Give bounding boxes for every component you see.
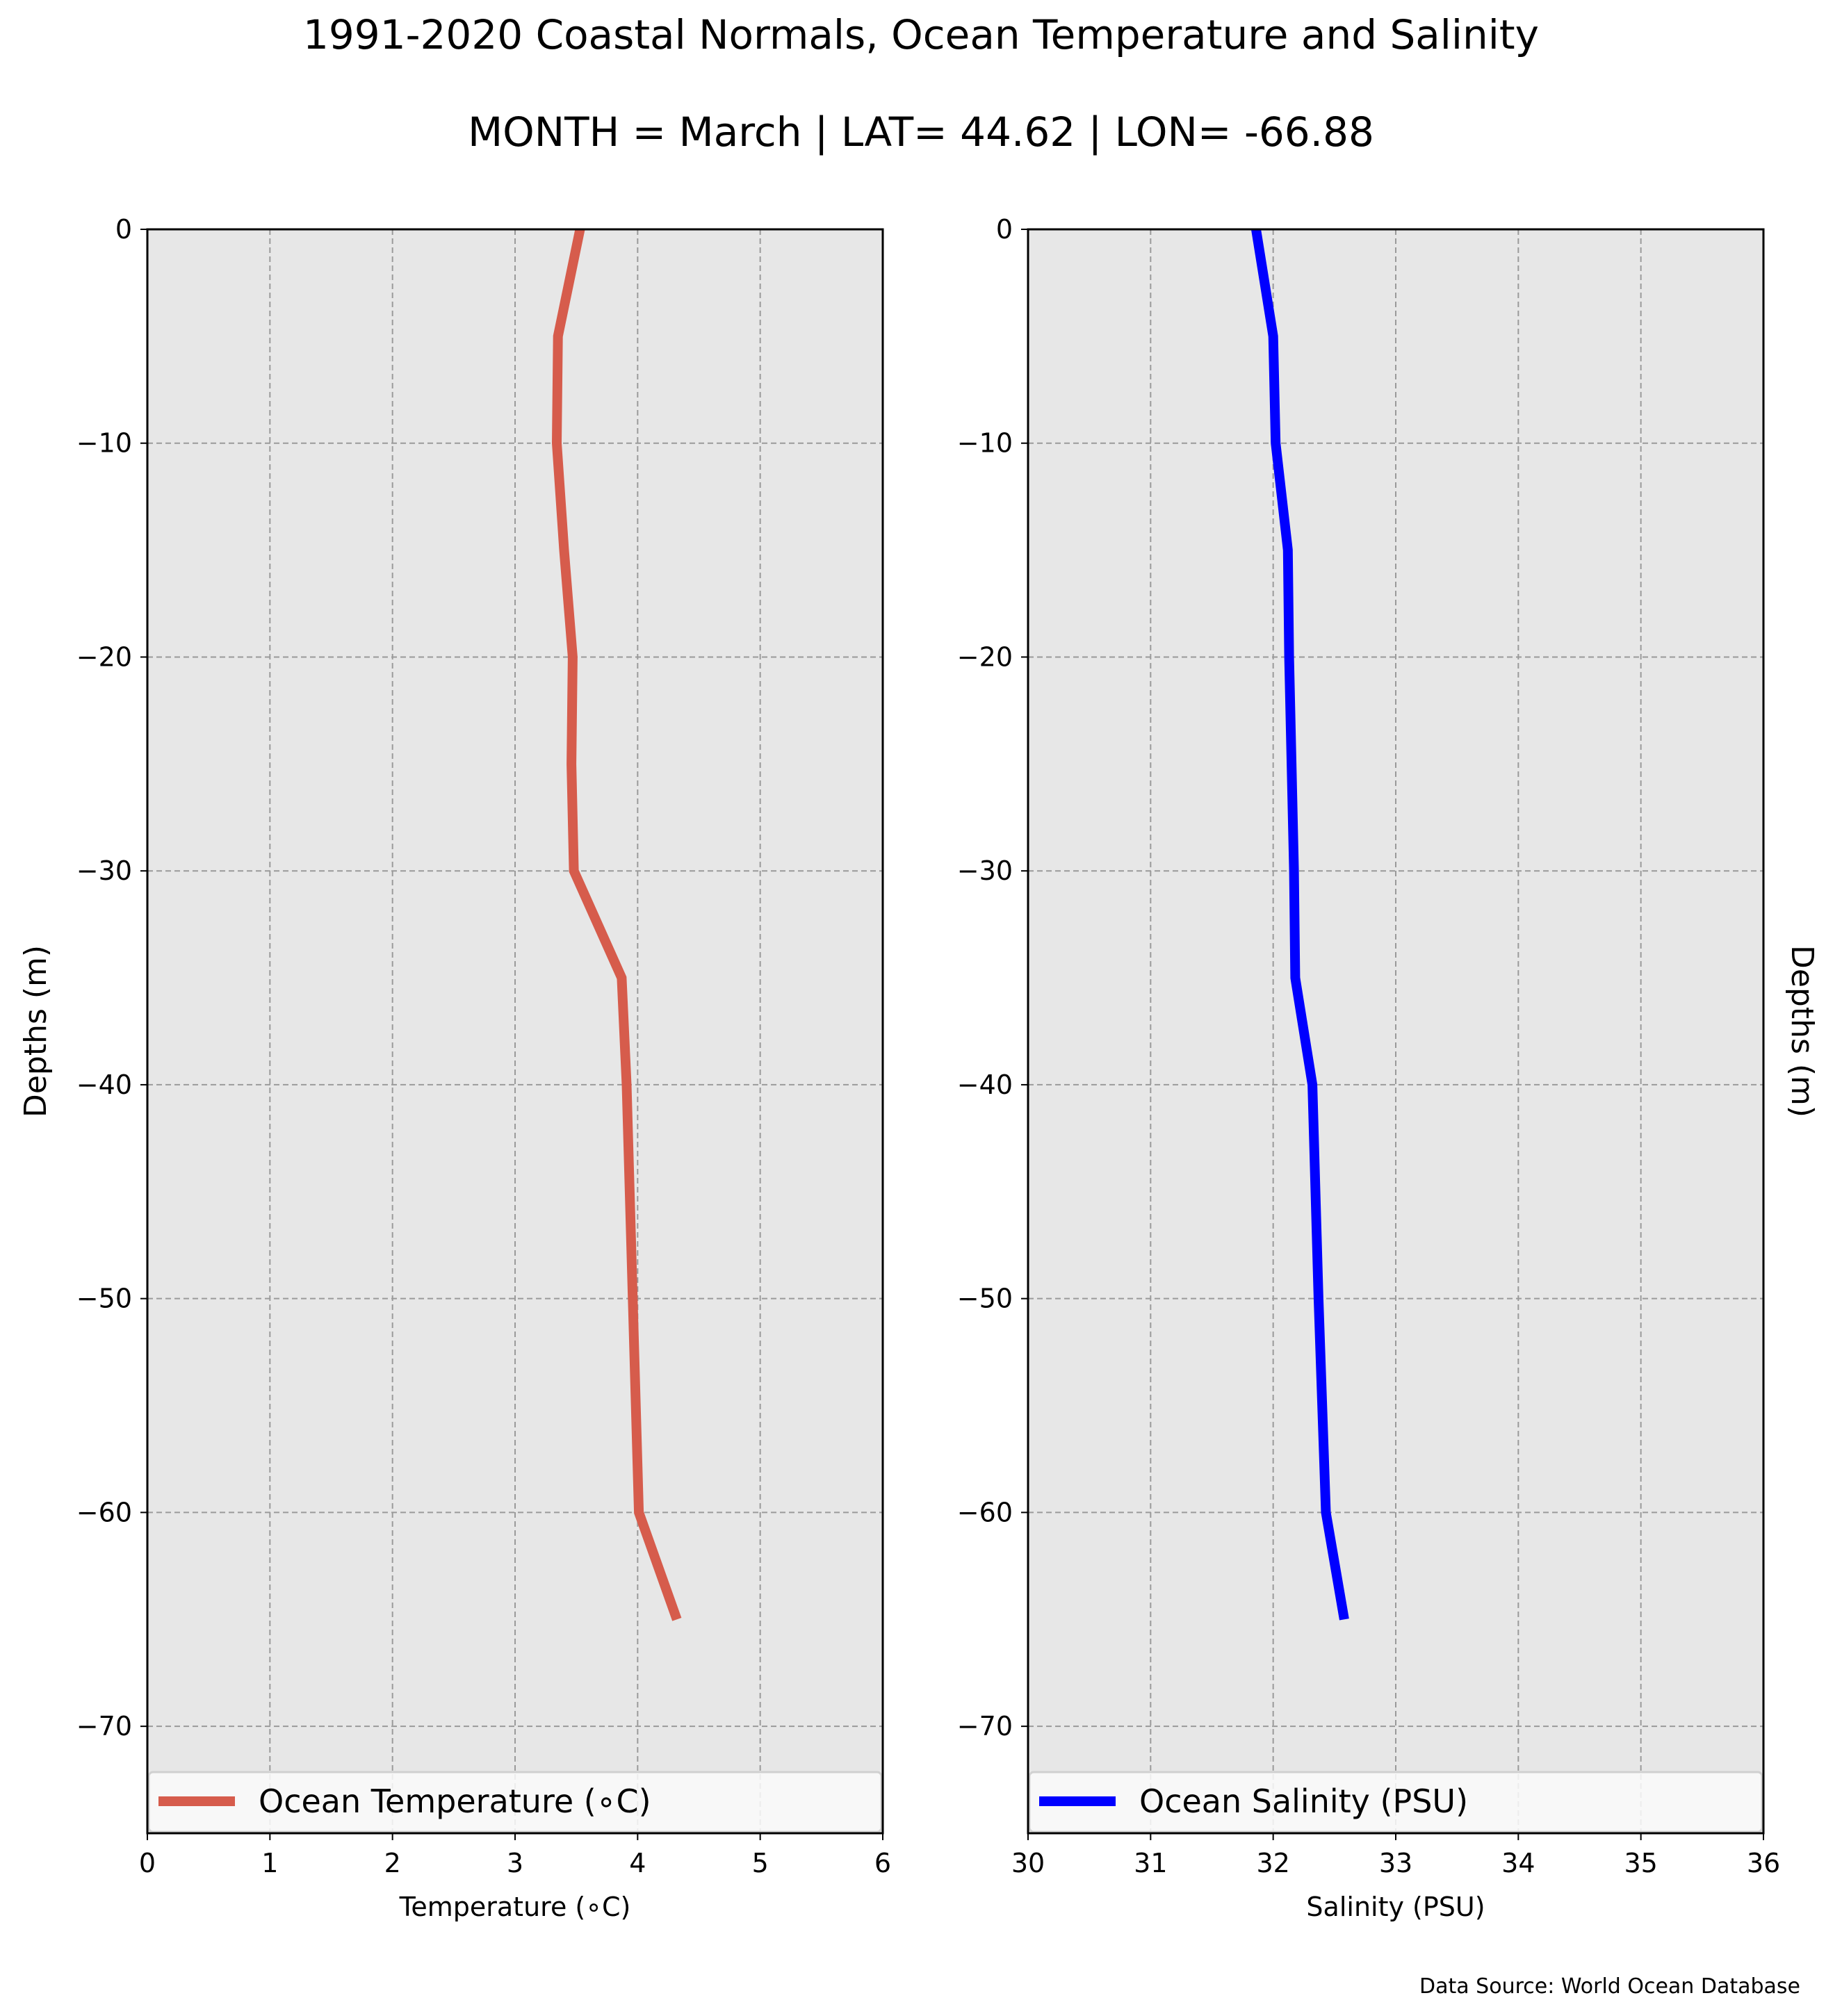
series-layer — [1251, 228, 1349, 1621]
x-tick-label: 34 — [1501, 1848, 1535, 1878]
y-tick-label: −20 — [957, 641, 1013, 672]
y-tick-label: −70 — [76, 1711, 132, 1742]
y-tick-label: −60 — [957, 1497, 1013, 1527]
plot-area — [147, 229, 883, 1833]
tick-layer: 0 1 2 3 4 5 6 0 −10 −20 −30 −40 −50 −60 −70 — [76, 214, 891, 1878]
y-tick-label: 0 — [115, 214, 132, 245]
x-tick-label: 2 — [384, 1848, 401, 1878]
x-tick-label: 5 — [752, 1848, 769, 1878]
y-tick-label: 0 — [996, 214, 1013, 245]
series-line — [551, 228, 682, 1621]
x-tick-label: 30 — [1011, 1848, 1045, 1878]
x-tick-label: 31 — [1134, 1848, 1167, 1878]
x-tick-label: 6 — [874, 1848, 891, 1878]
x-axis-label: Salinity (PSU) — [1306, 1892, 1485, 1922]
legend-box — [147, 1771, 883, 1833]
series-line — [1251, 228, 1349, 1621]
x-tick-label: 3 — [507, 1848, 523, 1878]
legend: Ocean Temperature (∘C) — [147, 1771, 883, 1833]
x-tick-label: 0 — [139, 1848, 156, 1878]
y-tick-label: −50 — [957, 1284, 1013, 1314]
temperature-panel: Ocean Temperature (∘C) 0 1 2 3 4 5 6 0 −10 −20 −30… — [18, 214, 891, 1922]
gridlines — [147, 229, 883, 1833]
x-tick-label: 32 — [1256, 1848, 1289, 1878]
x-tick-label: 1 — [261, 1848, 278, 1878]
y-tick-label: −60 — [76, 1497, 132, 1527]
gridlines — [1028, 229, 1763, 1833]
x-axis-label: Temperature (∘C) — [399, 1892, 631, 1922]
y-tick-label: −30 — [76, 855, 132, 886]
y-axis-label: Depths (m) — [18, 945, 54, 1117]
y-tick-label: −40 — [76, 1070, 132, 1100]
tick-layer: 30 31 32 33 34 35 36 0 −10 −20 −30 −40 −50 −60 −70 — [957, 214, 1780, 1878]
y-tick-label: −20 — [76, 641, 132, 672]
legend-label: Ocean Temperature (∘C) — [259, 1783, 651, 1820]
x-tick-label: 4 — [629, 1848, 646, 1878]
legend-label: Ocean Salinity (PSU) — [1139, 1783, 1468, 1820]
salinity-panel: Ocean Salinity (PSU) 30 31 32 33 34 35 36 0 −10 −… — [957, 214, 1820, 1922]
x-tick-label: 33 — [1379, 1848, 1412, 1878]
y-tick-label: −10 — [957, 428, 1013, 459]
y-tick-label: −50 — [76, 1284, 132, 1314]
y-tick-label: −30 — [957, 855, 1013, 886]
legend-box — [1028, 1771, 1763, 1833]
plot-area — [1028, 229, 1763, 1833]
figure-subtitle: MONTH = March | LAT= 44.62 | LON= -66.88 — [468, 108, 1374, 156]
x-tick-label: 36 — [1747, 1848, 1780, 1878]
x-tick-label: 35 — [1624, 1848, 1657, 1878]
y-tick-label: −10 — [76, 428, 132, 459]
data-source-note: Data Source: World Ocean Database — [1419, 1974, 1800, 1999]
legend: Ocean Salinity (PSU) — [1028, 1771, 1763, 1833]
figure-title: 1991-2020 Coastal Normals, Ocean Tempera… — [303, 11, 1539, 58]
y-tick-label: −70 — [957, 1711, 1013, 1742]
series-layer — [551, 228, 682, 1621]
y-tick-label: −40 — [957, 1070, 1013, 1100]
y-axis-label: Depths (m) — [1784, 945, 1820, 1117]
